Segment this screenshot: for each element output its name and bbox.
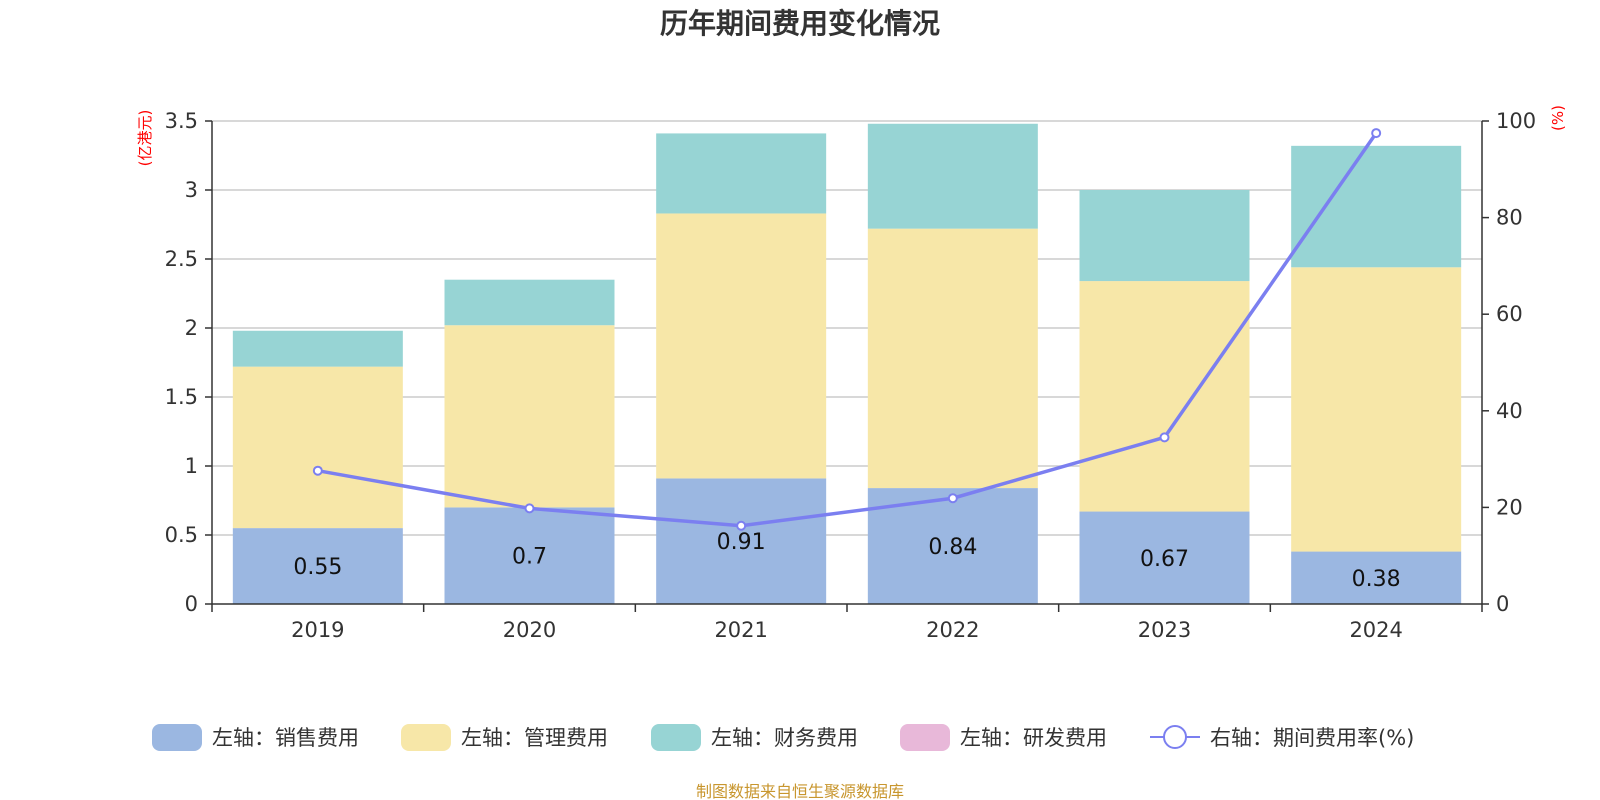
bar-segment — [232, 330, 403, 367]
bar-segment — [656, 478, 827, 604]
line-series — [312, 128, 1382, 531]
bar-segment — [232, 366, 403, 529]
legend-marker — [1163, 725, 1187, 749]
x-axis-tick-label: 2023 — [1138, 618, 1191, 642]
right-axis-tick-label: 100 — [1496, 109, 1536, 133]
x-axis-tick-label: 2021 — [714, 618, 767, 642]
data-label: 0.91 — [717, 530, 766, 555]
bar-segment — [1079, 511, 1250, 604]
legend-label: 左轴：管理费用 — [461, 726, 608, 750]
legend-label: 左轴：财务费用 — [711, 726, 858, 750]
legend-swatch — [651, 724, 701, 751]
legend-label: 右轴：期间费用率(%) — [1210, 726, 1414, 750]
bar-segment — [867, 228, 1038, 489]
right-axis-tick-label: 80 — [1496, 206, 1523, 230]
right-axis-tick-label: 0 — [1496, 592, 1509, 616]
line-path — [317, 132, 1378, 528]
data-label: 0.84 — [928, 535, 977, 560]
legend-swatch — [900, 724, 950, 751]
bar-segment — [656, 213, 827, 479]
data-label: 0.67 — [1140, 547, 1189, 572]
legend-swatch — [401, 724, 451, 751]
source-note: 制图数据来自恒生聚源数据库 — [696, 782, 904, 800]
bar-segment — [867, 488, 1038, 604]
line-point — [524, 503, 535, 514]
bar-segment — [1291, 267, 1462, 552]
bar-segment — [1291, 145, 1462, 268]
bar-segment — [1291, 551, 1462, 604]
bar-segment — [867, 123, 1038, 229]
bar-segment — [444, 325, 615, 508]
x-axis-tick-label: 2019 — [291, 618, 344, 642]
right-axis-tick-label: 40 — [1496, 399, 1523, 423]
left-axis-tick-label: 1.5 — [165, 385, 198, 409]
left-axis-tick-label: 3 — [185, 178, 198, 202]
data-label: 0.38 — [1352, 567, 1401, 592]
grid-lines — [212, 120, 1482, 536]
left-axis-tick-label: 2.5 — [165, 247, 198, 271]
left-axis-tick-label: 3.5 — [165, 109, 198, 133]
legend-swatch — [152, 724, 202, 751]
chart-title: 历年期间费用变化情况 — [660, 7, 940, 40]
legend: 左轴：销售费用 左轴：管理费用 左轴：财务费用 左轴：研发费用 右轴：期间费用率(%) — [152, 724, 1414, 751]
right-axis-unit: (%) — [1549, 105, 1567, 131]
x-axis-tick-label: 2020 — [503, 618, 556, 642]
line-point — [1371, 128, 1382, 139]
right-axis-tick-label: 20 — [1496, 495, 1523, 519]
left-axis-unit: (亿港元) — [136, 110, 154, 167]
line-point — [312, 465, 323, 476]
x-axis-tick-label: 2022 — [926, 618, 979, 642]
left-axis-tick-label: 1 — [185, 454, 198, 478]
bar-segment — [232, 528, 403, 604]
data-labels: 0.55 0.7 0.91 0.84 0.67 0.38 — [293, 530, 1400, 592]
left-axis-tick-label: 0 — [185, 592, 198, 616]
left-axis-tick-label: 2 — [185, 316, 198, 340]
data-label: 0.7 — [512, 545, 547, 570]
legend-label: 左轴：研发费用 — [960, 726, 1107, 750]
axes: 0 0.5 1 1.5 2 2.5 3 3.5 0 20 40 60 80 100 2019 2020 2021… — [165, 109, 1537, 642]
legend-label: 左轴：销售费用 — [212, 726, 359, 750]
line-point — [1159, 432, 1170, 443]
bar-segment — [444, 507, 615, 604]
x-axis-tick-label: 2024 — [1349, 618, 1402, 642]
line-point — [947, 493, 958, 504]
bar-segment — [1079, 281, 1250, 512]
bar-segment — [656, 133, 827, 214]
bar-segment — [444, 279, 615, 326]
left-axis-tick-label: 0.5 — [165, 523, 198, 547]
right-axis-tick-label: 60 — [1496, 302, 1523, 326]
data-label: 0.55 — [293, 555, 342, 580]
bar-segment — [1079, 190, 1250, 282]
line-point — [736, 520, 747, 531]
bar-series — [232, 123, 1462, 604]
